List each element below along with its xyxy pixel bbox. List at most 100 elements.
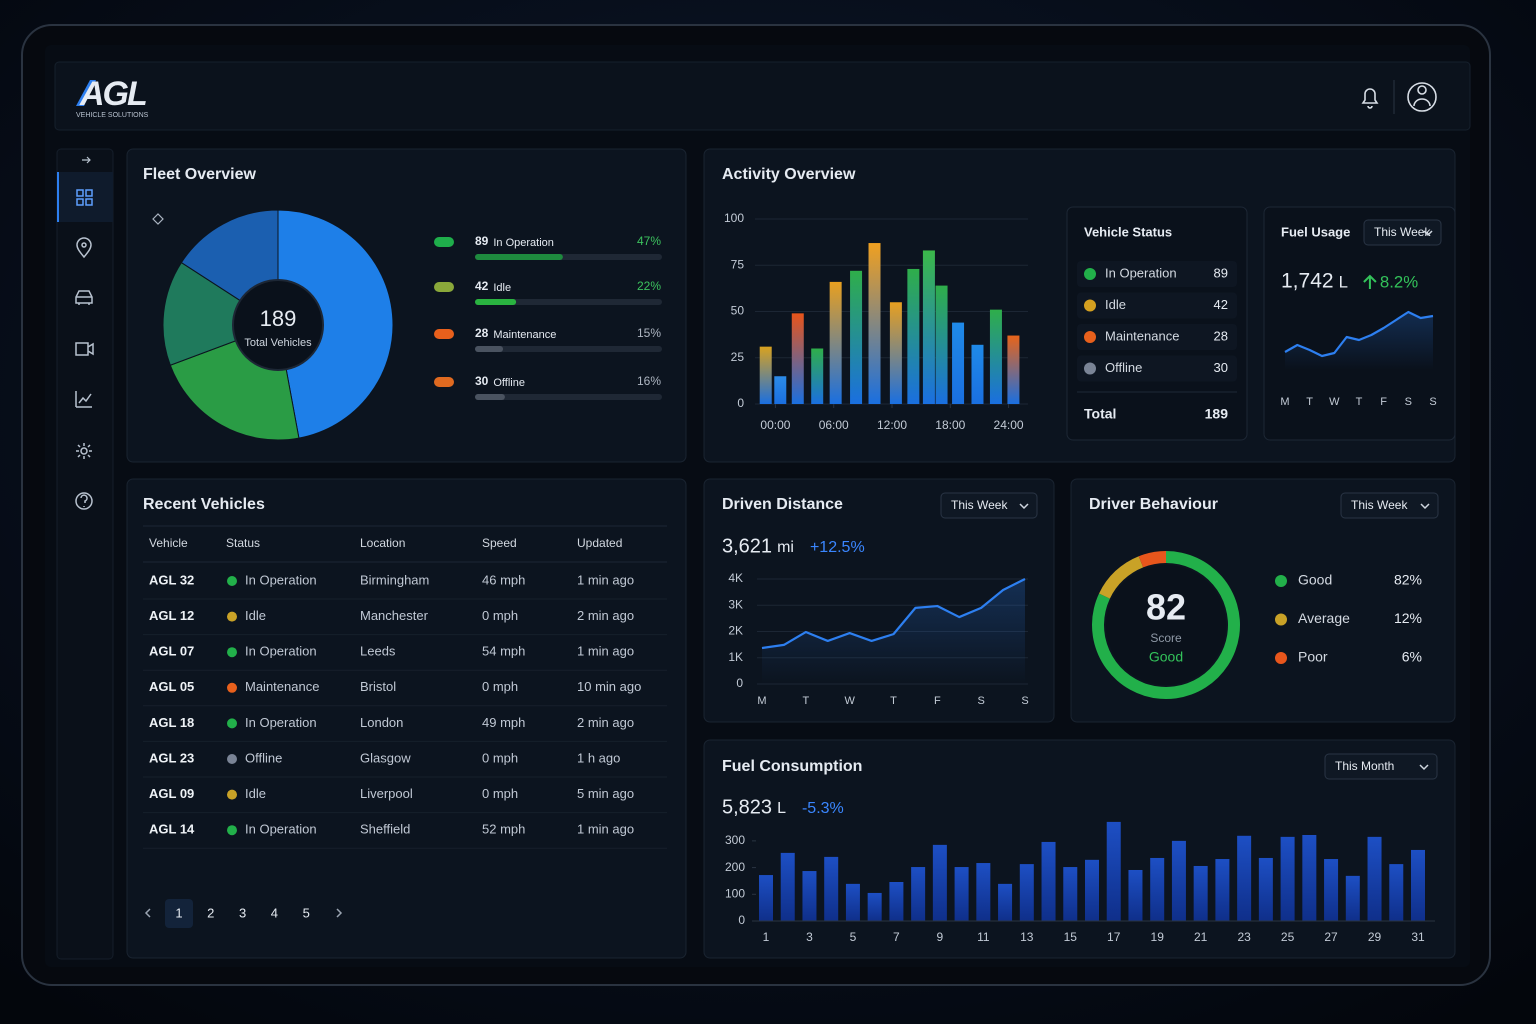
y-tick-label: 4K <box>728 571 743 585</box>
x-tick-label: T <box>890 695 897 707</box>
active-page <box>165 899 193 928</box>
cell: Offline <box>245 750 282 765</box>
help-icon[interactable] <box>75 492 93 510</box>
cell: In Operation <box>245 572 317 587</box>
score-label: Score <box>1150 631 1182 645</box>
column-header: Vehicle <box>149 536 188 550</box>
map-icon[interactable] <box>76 237 92 259</box>
cell: AGL 14 <box>149 822 195 837</box>
y-tick-label: 25 <box>731 350 745 364</box>
x-tick-label: F <box>934 695 941 707</box>
legend-percent: 12% <box>1394 610 1422 626</box>
cell: In Operation <box>245 644 317 659</box>
column-header: Updated <box>577 536 622 550</box>
cell: 2 min ago <box>577 715 634 730</box>
x-tick-label: 17 <box>1107 930 1121 944</box>
bar <box>1041 841 1056 921</box>
cell: AGL 23 <box>149 750 194 765</box>
dropdown[interactable] <box>1324 753 1438 780</box>
bar <box>1193 865 1208 921</box>
logo: AGL <box>79 75 146 113</box>
y-tick-label: 50 <box>731 304 745 318</box>
column-header: Speed <box>482 536 517 550</box>
dropdown[interactable] <box>940 492 1038 519</box>
kpi-unit: L <box>1339 272 1348 291</box>
cell: London <box>360 715 403 730</box>
bar <box>791 313 804 404</box>
x-tick-label: M <box>1280 396 1289 408</box>
user-icon[interactable] <box>1407 82 1437 112</box>
legend-percent: 22% <box>637 279 661 293</box>
next-page[interactable] <box>336 908 343 918</box>
column-header: Status <box>226 536 260 550</box>
bar <box>845 883 860 921</box>
bar <box>759 875 773 921</box>
y-tick-label: 200 <box>725 860 745 874</box>
kpi-value: 1,742 <box>1281 270 1334 293</box>
settings-icon[interactable] <box>76 443 92 459</box>
arrow-up <box>1363 274 1377 289</box>
x-tick-label: 5 <box>850 930 857 944</box>
legend-pill <box>434 237 454 247</box>
total-value: 189 <box>260 306 297 331</box>
bar <box>1215 859 1230 921</box>
legend-percent: 16% <box>637 374 661 388</box>
x-tick-label: T <box>1306 396 1313 408</box>
bar <box>935 285 948 404</box>
legend-dot <box>1275 613 1287 626</box>
y-tick-label: 1K <box>728 650 743 664</box>
user-figure <box>1413 85 1431 107</box>
camera-icon[interactable] <box>75 342 94 356</box>
x-tick-label: T <box>802 695 809 707</box>
pie-slice <box>162 261 280 366</box>
bell-icon[interactable] <box>1361 88 1379 109</box>
total-label: Total Vehicles <box>244 337 312 349</box>
collapse-icon[interactable] <box>82 156 91 164</box>
page-number[interactable]: 1 <box>175 905 182 920</box>
page-number[interactable]: 3 <box>239 905 246 920</box>
reports-icon[interactable] <box>75 391 92 408</box>
progress-track <box>475 394 662 400</box>
vehicles-icon[interactable] <box>75 290 93 305</box>
cell: 2 min ago <box>577 608 634 623</box>
page-number[interactable]: 4 <box>271 905 278 920</box>
progress-bar <box>475 346 504 352</box>
prev-page[interactable] <box>144 908 151 918</box>
chevron <box>1423 230 1433 237</box>
dropdown-label: This Month <box>1335 759 1394 773</box>
bar <box>1019 864 1034 921</box>
bar <box>774 376 787 404</box>
legend-label: Maintenance <box>493 329 556 341</box>
dashboard-icon[interactable] <box>76 189 93 206</box>
cell: Glasgow <box>360 750 411 765</box>
y-tick-label: 75 <box>731 257 745 271</box>
legend-dot <box>1275 575 1287 587</box>
x-tick-label: 21 <box>1194 930 1208 944</box>
bar <box>868 243 881 404</box>
dropdown[interactable] <box>1340 492 1439 519</box>
bar <box>954 867 969 921</box>
bar <box>811 348 824 404</box>
cell: 0 mph <box>482 786 518 801</box>
dropdown-label: This Week <box>1374 225 1431 239</box>
page-number[interactable]: 5 <box>303 905 310 920</box>
x-tick-label: S <box>1429 396 1436 408</box>
status-label: In Operation <box>1105 265 1177 280</box>
x-tick-label: S <box>1021 695 1028 707</box>
kpi-change: +12.5% <box>810 539 865 556</box>
cell: Manchester <box>360 608 429 623</box>
page-number[interactable]: 2 <box>207 905 214 920</box>
ring-segment <box>1138 551 1166 568</box>
cell: AGL 07 <box>149 644 194 659</box>
header-bar <box>54 61 1471 131</box>
cell: 1 min ago <box>577 644 634 659</box>
ring-inner <box>1106 565 1226 685</box>
cell: 1 h ago <box>577 750 620 765</box>
status-dot <box>227 647 237 658</box>
dropdown[interactable] <box>1363 219 1442 246</box>
bar <box>976 863 991 921</box>
legend-count: 30 <box>475 374 489 388</box>
panel-title: Fleet Overview <box>143 166 257 183</box>
legend-percent: 47% <box>637 234 661 248</box>
